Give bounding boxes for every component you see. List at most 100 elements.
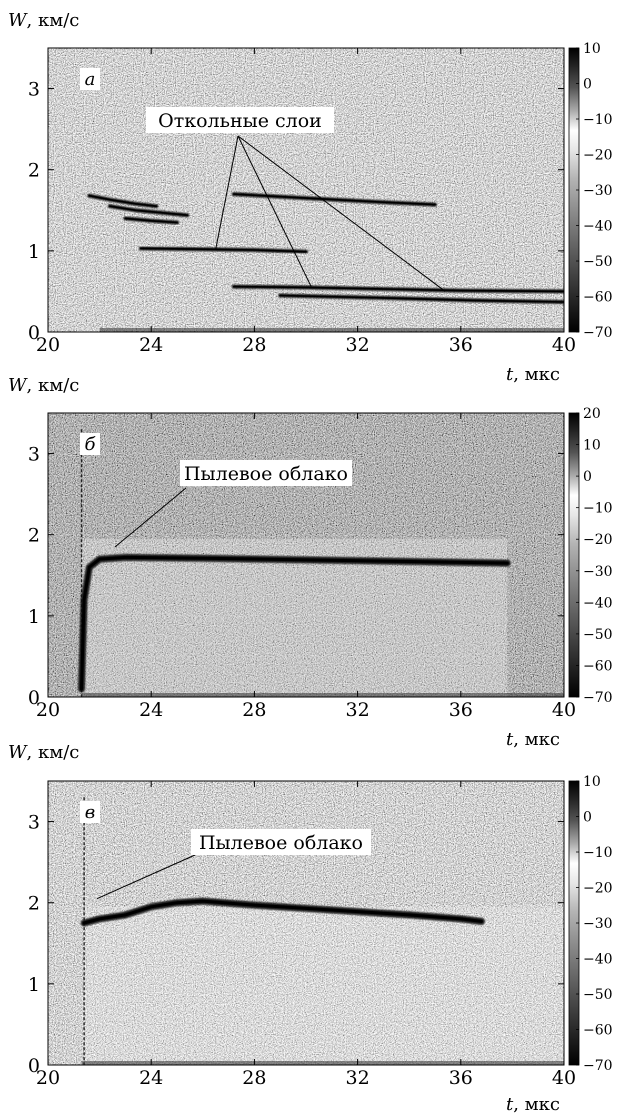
y-axis-unit: , км/с: [27, 10, 80, 31]
colorbar-tick-label: −60: [583, 290, 613, 306]
colorbar-tick-label: −30: [583, 564, 613, 580]
y-tick-label: 1: [28, 241, 40, 263]
colorbar-tick-label: −20: [583, 881, 613, 897]
annotation-box: [180, 460, 352, 486]
colorbar-tick-label: −70: [583, 1058, 613, 1074]
panel-letter-box: [80, 433, 100, 455]
velocity-trace-core-6: [233, 285, 564, 293]
plot-frame: [47, 412, 565, 698]
y-axis-unit: , км/с: [27, 375, 80, 396]
heatmap-traces: [80, 797, 564, 1065]
velocity-trace-core-5: [140, 247, 307, 253]
y-tick-label: 1: [28, 606, 40, 628]
y-tick-label: 0: [28, 1055, 40, 1077]
colorbar-tick-label: −10: [583, 845, 613, 861]
velocity-trace-core-3: [124, 217, 178, 224]
x-tick-label: 20: [36, 334, 60, 356]
annotation-leader-line: [237, 135, 446, 292]
colorbar-tick-label: −70: [583, 325, 613, 341]
colorbar-tick-label: 0: [583, 77, 592, 93]
annotation-leader-line: [237, 135, 312, 287]
panel-letter-box: [80, 68, 100, 90]
x-tick-label: 32: [346, 334, 370, 356]
y-tick-label: 3: [28, 812, 40, 834]
x-tick-label: 40: [552, 699, 576, 721]
y-tick-label: 0: [28, 687, 40, 709]
y-axis-label: W, км/с: [8, 375, 79, 396]
velocity-trace-core-4: [233, 193, 436, 206]
panel-letter: б: [85, 434, 97, 455]
colorbar-tick-label: 10: [583, 774, 601, 790]
x-axis-label: t, мкс: [506, 1094, 560, 1115]
heatmap-traces: [78, 429, 564, 697]
x-axis-variable: t: [506, 1094, 514, 1115]
y-tick-label: 2: [28, 893, 40, 915]
x-axis-unit: , мкс: [513, 1094, 560, 1115]
colorbar-tick-label: −40: [583, 952, 613, 968]
annotation-leader-line: [96, 854, 196, 900]
y-tick-label: 2: [28, 525, 40, 547]
x-axis-variable: t: [506, 364, 514, 385]
annotation-box: [146, 107, 334, 133]
x-tick-label: 36: [449, 334, 473, 356]
x-tick-label: 40: [552, 1067, 576, 1089]
y-tick-label: 3: [28, 444, 40, 466]
x-tick-label: 32: [346, 1067, 370, 1089]
y-tick-label: 2: [28, 160, 40, 182]
colorbar-tick-label: −20: [583, 148, 613, 164]
x-tick-label: 36: [449, 699, 473, 721]
annotation-leader-line: [114, 487, 187, 548]
velocity-trace-core-1: [88, 194, 158, 207]
plot-frame: [47, 47, 565, 333]
x-tick-label: 28: [242, 334, 266, 356]
colorbar-tick-label: −50: [583, 627, 613, 643]
y-axis-label: W, км/с: [8, 10, 79, 31]
x-tick-label: 24: [139, 1067, 163, 1089]
heatmap-background: [48, 48, 564, 332]
colorbar-tick-label: −10: [583, 112, 613, 128]
x-axis-variable: t: [506, 729, 514, 750]
plot-frame: [47, 780, 565, 1066]
x-tick-label: 24: [139, 334, 163, 356]
y-axis-variable: W: [8, 375, 28, 396]
x-tick-label: 20: [36, 1067, 60, 1089]
y-tick-label: 1: [28, 974, 40, 996]
baseline-noise: [81, 1061, 564, 1065]
y-axis-variable: W: [8, 742, 28, 763]
colorbar: [568, 412, 580, 698]
annotation-label: Пылевое облако: [199, 832, 363, 854]
panel-б: 20 24 28 32 36 40 0 1 2 3 W, км/с t, мкс б Пылевое об…: [8, 375, 613, 750]
panel-letter: а: [85, 69, 96, 90]
baseline-noise: [99, 328, 564, 332]
x-tick-label: 20: [36, 699, 60, 721]
x-axis-unit: , мкс: [513, 364, 560, 385]
x-tick-label: 32: [346, 699, 370, 721]
velocity-trace-core-2: [109, 205, 189, 216]
y-axis-variable: W: [8, 10, 28, 31]
colorbar-tick-label: −60: [583, 1023, 613, 1039]
x-tick-label: 24: [139, 699, 163, 721]
x-axis-unit: , мкс: [513, 729, 560, 750]
y-tick-label: 3: [28, 79, 40, 101]
y-tick-label: 0: [28, 322, 40, 344]
y-axis-label: W, км/с: [8, 742, 79, 763]
panel-letter-box: [80, 801, 100, 823]
colorbar-tick-label: 10: [583, 438, 601, 454]
colorbar-tick-label: −30: [583, 916, 613, 932]
signal-region: [84, 906, 564, 1065]
colorbar-tick-label: 10: [583, 41, 601, 57]
x-axis-label: t, мкс: [506, 729, 560, 750]
x-tick-label: 28: [242, 699, 266, 721]
colorbar-tick-label: −20: [583, 532, 613, 548]
colorbar-tick-label: −70: [583, 690, 613, 706]
colorbar-tick-label: −40: [583, 219, 613, 235]
colorbar-tick-label: −10: [583, 501, 613, 517]
velocity-trace-core-1: [80, 555, 509, 691]
baseline-noise: [81, 693, 564, 697]
y-axis-unit: , км/с: [27, 742, 80, 763]
annotation-leader-line: [215, 135, 239, 250]
x-tick-label: 36: [449, 1067, 473, 1089]
colorbar-tick-label: −40: [583, 595, 613, 611]
x-tick-label: 40: [552, 334, 576, 356]
panel-в: 20 24 28 32 36 40 0 1 2 3 W, км/с t, мкс в Пылевое об…: [8, 742, 613, 1115]
